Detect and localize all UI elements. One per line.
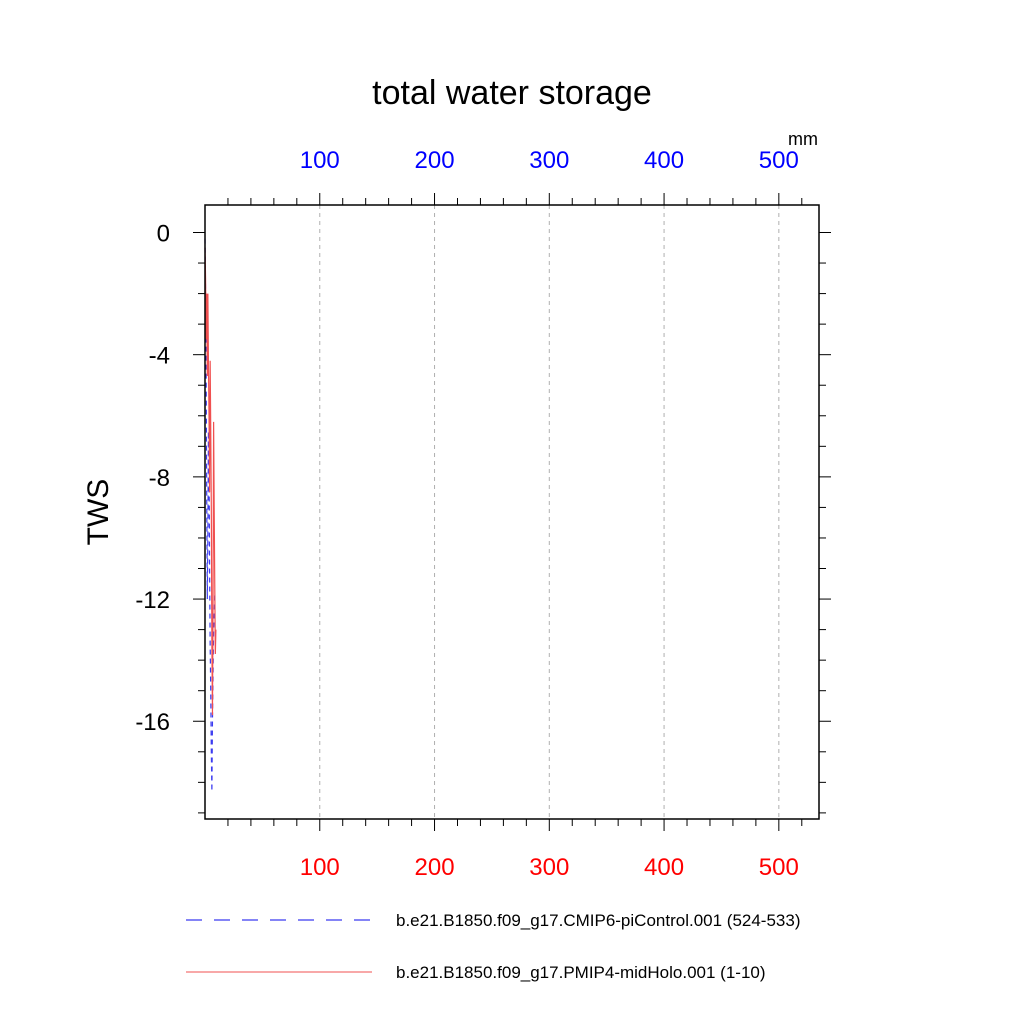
y-tick-label-0: 0 [157, 220, 170, 247]
axis-ticks [193, 193, 831, 831]
chart-title: total water storage [372, 74, 652, 112]
legend-label-2: b.e21.B1850.f09_g17.PMIP4-midHolo.001 (1… [396, 963, 766, 982]
legend-label-1: b.e21.B1850.f09_g17.CMIP6-piControl.001 … [396, 911, 801, 930]
y-tick-label--8: -8 [149, 465, 170, 492]
x-tick-label-top-200: 200 [415, 147, 455, 174]
top-axis-labels: 100 200 300 400 500 [300, 147, 799, 174]
series-line-2 [204, 247, 217, 716]
plot-frame [204, 204, 820, 820]
y-tick-label--16: -16 [135, 709, 170, 736]
x-tick-label-top-300: 300 [529, 147, 569, 174]
series-layer [204, 238, 217, 792]
x-tick-label-top-500: 500 [759, 147, 799, 174]
x-tick-label-bottom-100: 100 [300, 854, 340, 881]
y-tick-label--4: -4 [149, 343, 170, 370]
x-tick-label-top-400: 400 [644, 147, 684, 174]
x-tick-label-top-100: 100 [300, 147, 340, 174]
grid-lines [319, 205, 780, 819]
units-label: mm [788, 129, 818, 149]
x-tick-label-bottom-400: 400 [644, 854, 684, 881]
x-tick-label-bottom-200: 200 [415, 854, 455, 881]
x-tick-label-bottom-300: 300 [529, 854, 569, 881]
legend: b.e21.B1850.f09_g17.CMIP6-piControl.001 … [186, 911, 801, 982]
y-tick-label--12: -12 [135, 587, 170, 614]
bottom-axis-labels: 100 200 300 400 500 [300, 854, 799, 881]
y-axis-labels: 0 -4 -8 -12 -16 [135, 220, 170, 736]
x-tick-label-bottom-500: 500 [759, 854, 799, 881]
y-axis-label: TWS [82, 479, 115, 546]
